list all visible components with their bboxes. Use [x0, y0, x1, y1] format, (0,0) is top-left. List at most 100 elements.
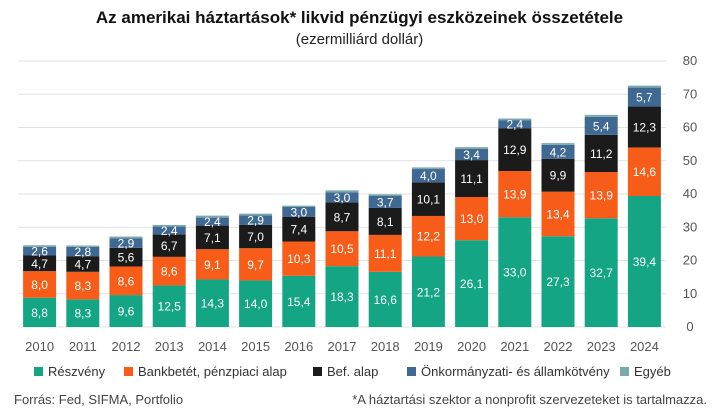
legend-item: Részvény — [34, 364, 105, 379]
bar-segment — [455, 196, 489, 241]
legend-label: Részvény — [48, 364, 106, 379]
bar-segment — [152, 285, 186, 327]
data-label: 2,6 — [31, 245, 48, 259]
data-label: 8,7 — [334, 210, 351, 224]
bar-segment — [498, 171, 532, 218]
chart-subtitle: (ezermilliárd dollár) — [295, 31, 424, 48]
bar-segment — [282, 241, 316, 276]
data-label: 8,3 — [74, 307, 91, 321]
bar-segment — [66, 256, 100, 272]
data-label: 7,4 — [290, 223, 307, 237]
y-tick-label: 50 — [683, 153, 697, 168]
bar-segment — [325, 266, 359, 327]
x-tick-label: 2011 — [69, 339, 97, 354]
data-label: 8,8 — [31, 306, 48, 320]
data-label: 2,4 — [506, 118, 523, 132]
y-tick-label: 60 — [683, 120, 697, 135]
data-label: 9,9 — [550, 169, 567, 183]
legend-item: Bef. alap — [313, 364, 378, 379]
data-label: 26,1 — [460, 277, 484, 291]
x-tick-label: 2023 — [587, 339, 616, 354]
data-label: 3,4 — [463, 148, 480, 162]
data-label: 8,1 — [377, 215, 394, 229]
bar-segment — [325, 190, 359, 193]
bar-segment — [541, 143, 575, 145]
data-label: 13,0 — [460, 212, 484, 226]
data-label: 15,4 — [287, 295, 311, 309]
bar-segment — [498, 120, 532, 129]
bar-segment — [66, 246, 100, 257]
data-label: 9,1 — [204, 258, 221, 272]
legend-swatch — [124, 367, 133, 376]
x-tick-label: 2017 — [328, 339, 357, 354]
legend-label: Egyéb — [634, 364, 671, 379]
bar-segment — [368, 207, 402, 235]
data-label: 18,3 — [330, 290, 354, 304]
chart-legend: Részvény Bankbetét, pénzpiaci alap Bef. al… — [34, 364, 714, 382]
bar-segment — [627, 147, 661, 196]
bar-segment — [23, 255, 57, 272]
x-tick-label: 2024 — [630, 339, 659, 354]
data-label: 32,7 — [590, 266, 614, 280]
bar-segment — [368, 194, 402, 196]
legend-label: Bankbetét, pénzpiaci alap — [138, 364, 287, 379]
bar-segment — [109, 266, 143, 296]
bar-segment — [584, 172, 618, 219]
y-tick-label: 10 — [683, 286, 697, 301]
data-label: 3,0 — [290, 205, 307, 219]
chart-title: Az amerikai háztartások* likvid pénzügyi… — [95, 8, 624, 27]
bar-segment — [109, 247, 143, 267]
data-label: 2,9 — [247, 214, 264, 228]
legend-item: Önkormányzati- és államkötvény — [407, 364, 610, 379]
bar-segment — [195, 217, 229, 226]
data-label: 2,4 — [161, 224, 178, 238]
data-label: 2,8 — [74, 245, 91, 259]
legend-swatch — [34, 367, 43, 376]
bar-segment — [368, 271, 402, 327]
source-note: Forrás: Fed, SIFMA, Portfolio — [14, 392, 184, 407]
bar-segment — [584, 116, 618, 135]
y-tick-label: 70 — [683, 86, 697, 101]
bar-segment — [498, 128, 532, 172]
data-label: 6,7 — [161, 239, 178, 253]
bar-segment — [627, 195, 661, 327]
data-label: 2,4 — [204, 215, 221, 229]
data-label: 3,0 — [334, 191, 351, 205]
data-label: 11,1 — [374, 247, 397, 261]
bar-segment — [325, 192, 359, 203]
bar-segment — [541, 144, 575, 159]
bar-segment — [325, 231, 359, 267]
data-label: 16,6 — [374, 293, 398, 307]
data-label: 13,9 — [503, 188, 527, 202]
data-label: 4,7 — [74, 257, 91, 271]
legend-swatch — [620, 367, 629, 376]
bar-segment — [195, 249, 229, 280]
data-label: 14,6 — [633, 165, 657, 179]
legend-swatch — [313, 367, 322, 376]
bar-segment — [66, 271, 100, 300]
bar-segment — [239, 224, 273, 249]
bar-segment — [152, 226, 186, 235]
bar-segment — [152, 234, 186, 257]
data-label: 12,2 — [417, 230, 441, 244]
bar-segment — [282, 216, 316, 242]
x-tick-label: 2013 — [155, 339, 184, 354]
data-label: 12,5 — [158, 300, 182, 314]
data-label: 9,7 — [247, 258, 264, 272]
bar-segment — [66, 299, 100, 327]
bar-segment — [109, 295, 143, 327]
data-label: 5,4 — [593, 119, 610, 133]
y-tick-label: 20 — [683, 253, 697, 268]
x-tick-label: 2022 — [544, 339, 573, 354]
data-label: 27,3 — [546, 275, 570, 289]
bar-segment — [455, 148, 489, 161]
data-label: 14,3 — [201, 297, 225, 311]
bar-segment — [368, 234, 402, 272]
data-label: 3,7 — [377, 195, 394, 209]
x-tick-label: 2019 — [414, 339, 443, 354]
legend-label: Önkormányzati- és államkötvény — [421, 364, 610, 379]
data-label: 39,4 — [633, 255, 657, 269]
bar-segment — [109, 236, 143, 239]
legend-swatch — [407, 367, 416, 376]
bar-segment — [541, 236, 575, 327]
